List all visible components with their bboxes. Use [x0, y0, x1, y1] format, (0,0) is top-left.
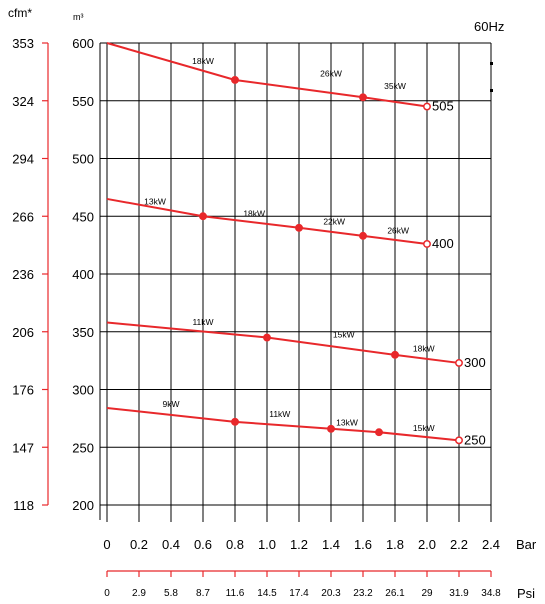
- power-label: 15kW: [333, 330, 355, 340]
- bar-tick-label: 2.0: [418, 537, 436, 552]
- grid: [100, 42, 492, 522]
- power-label: 15kW: [413, 423, 435, 433]
- data-point: [359, 231, 367, 240]
- power-label: 22kW: [323, 216, 345, 226]
- m3-tick-label: 350: [72, 325, 94, 340]
- bar-tick-label: 0.6: [194, 537, 212, 552]
- m3-tick-label: 300: [72, 383, 94, 398]
- bar-tick-label: 0.2: [130, 537, 148, 552]
- data-point: [199, 212, 207, 221]
- power-label: 11kW: [192, 317, 213, 327]
- psi-tick-label: 14.5: [257, 588, 277, 599]
- data-point: [231, 417, 239, 426]
- series-300: 11kW 15kW 18kW 300: [106, 317, 486, 370]
- data-point: [423, 102, 431, 111]
- data-point: [327, 424, 335, 433]
- series-250: 9kW 11kW 13kW 15kW 250: [106, 399, 486, 447]
- m3-tick-label: 450: [72, 209, 94, 224]
- power-label: 13kW: [336, 417, 358, 427]
- psi-tick-label: 29: [421, 588, 433, 599]
- data-point: [231, 76, 239, 84]
- cfm-tick-label: 294: [12, 152, 34, 167]
- cfm-tick-label: 118: [13, 498, 34, 513]
- data-point: [455, 436, 463, 445]
- bar-tick-label: 2.2: [450, 537, 468, 552]
- m3-tick-label: 600: [72, 36, 94, 51]
- data-point: [423, 240, 431, 248]
- m3-tick-label: 400: [72, 267, 94, 282]
- power-label: 26kW: [320, 68, 342, 78]
- series-505: 18kW 26kW 35kW 505: [106, 42, 454, 114]
- series-name-label: 400: [432, 236, 454, 251]
- power-label: 11kW: [269, 409, 290, 419]
- data-point: [391, 350, 399, 359]
- psi-tick-label: 2.9: [132, 588, 146, 599]
- series-name-label: 300: [464, 355, 486, 370]
- bar-tick-label: 0.8: [226, 537, 244, 552]
- bar-axis-unit: Bar: [516, 537, 537, 552]
- series-group: 18kW 26kW 35kW 505 13kW 18kW 22kW 26kW 400 11kW 15…: [106, 42, 486, 447]
- psi-axis-unit: Psi: [517, 586, 535, 601]
- psi-tick-label: 17.4: [289, 588, 309, 599]
- power-label: 18kW: [413, 343, 435, 353]
- bar-tick-label: 0.4: [162, 537, 180, 552]
- cfm-tick-label: 266: [12, 209, 34, 224]
- m3-axis-unit: m³: [73, 12, 84, 22]
- m3-tick-label: 550: [72, 94, 94, 109]
- m3-tick-label: 250: [72, 440, 94, 455]
- data-point: [263, 333, 271, 342]
- data-point: [295, 223, 303, 232]
- bar-tick-label: 0: [103, 537, 110, 552]
- bar-tick-label: 1.0: [258, 537, 276, 552]
- series-line: [106, 42, 428, 108]
- psi-tick-label: 5.8: [164, 588, 178, 599]
- data-point: [359, 93, 367, 102]
- psi-tick-label: 11.6: [226, 588, 245, 599]
- cfm-tick-label: 206: [12, 325, 34, 340]
- psi-tick-label: 23.2: [353, 588, 373, 599]
- cfm-tick-label: 353: [12, 36, 34, 51]
- power-label: 13kW: [144, 197, 166, 207]
- cfm-tick-label: 236: [12, 267, 34, 282]
- cfm-axis-unit: cfm*: [8, 6, 32, 20]
- power-label: 26kW: [387, 226, 409, 236]
- power-label: 18kW: [192, 56, 214, 66]
- series-name-label: 505: [432, 99, 454, 114]
- data-point: [455, 358, 463, 367]
- series-line: [106, 321, 460, 364]
- psi-tick-label: 0: [104, 588, 110, 599]
- frequency-label: 60Hz: [474, 19, 504, 34]
- bar-tick-label: 1.4: [322, 537, 340, 552]
- cfm-tick-label: 147: [12, 440, 34, 455]
- data-point: [375, 428, 383, 437]
- psi-tick-label: 8.7: [196, 588, 210, 599]
- edge-mark-bottom: [490, 89, 493, 92]
- cfm-tick-label: 324: [12, 94, 34, 109]
- psi-tick-label: 31.9: [449, 588, 469, 599]
- bar-tick-label: 2.4: [482, 537, 500, 552]
- power-label: 35kW: [384, 81, 406, 91]
- m3-tick-label: 500: [72, 152, 94, 167]
- axis-ticks: 600 550 500 450 400 350 300 250 200 353 324 294 266 2…: [12, 36, 501, 599]
- cfm-tick-label: 176: [12, 383, 34, 398]
- series-400: 13kW 18kW 22kW 26kW 400: [106, 197, 454, 251]
- series-name-label: 250: [464, 432, 486, 447]
- m3-tick-label: 200: [72, 498, 94, 513]
- power-label: 9kW: [163, 399, 180, 409]
- bar-tick-label: 1.2: [290, 537, 308, 552]
- bar-tick-label: 1.6: [354, 537, 372, 552]
- power-label: 18kW: [243, 208, 265, 218]
- bar-tick-label: 1.8: [386, 537, 404, 552]
- edge-mark-top: [490, 62, 493, 65]
- psi-tick-label: 20.3: [321, 588, 341, 599]
- psi-tick-label: 34.8: [481, 588, 501, 599]
- psi-tick-label: 26.1: [385, 588, 405, 599]
